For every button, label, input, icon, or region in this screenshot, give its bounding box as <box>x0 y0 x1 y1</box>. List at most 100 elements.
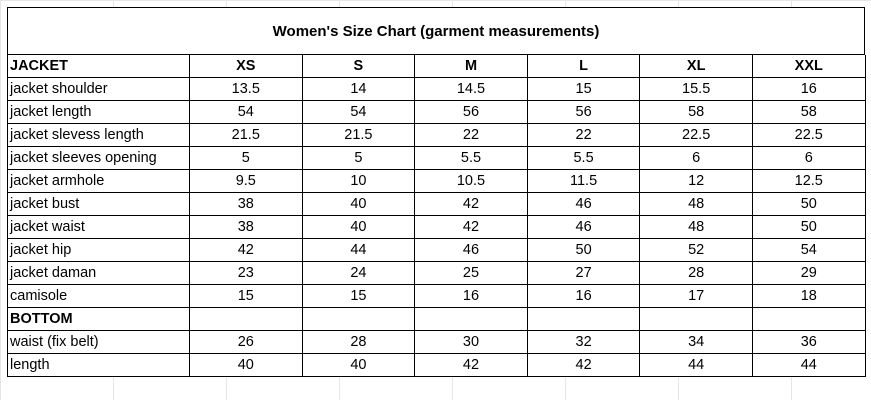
measurement-value: 38 <box>189 215 303 239</box>
size-header: XL <box>639 55 753 78</box>
size-header: S <box>301 55 416 78</box>
measurement-value: 5.5 <box>526 146 641 170</box>
measurement-value: 22 <box>526 123 641 147</box>
measurement-value: 40 <box>301 215 416 239</box>
measurement-label: jacket daman <box>7 261 190 285</box>
measurement-value: 21.5 <box>189 123 303 147</box>
measurement-value: 11.5 <box>526 169 641 193</box>
empty-cell <box>301 307 416 331</box>
measurement-value: 42 <box>189 238 303 262</box>
measurement-value: 46 <box>414 238 528 262</box>
empty-cell <box>414 307 528 331</box>
measurement-label: length <box>7 353 190 377</box>
measurement-value: 16 <box>526 284 641 308</box>
measurement-value: 26 <box>189 330 303 354</box>
table-row: length 40 40 42 42 44 44 <box>7 353 866 377</box>
measurement-value: 27 <box>526 261 641 285</box>
table-row: jacket daman 23 24 25 27 28 29 <box>7 261 866 285</box>
measurement-value: 5.5 <box>414 146 528 170</box>
measurement-value: 56 <box>526 100 641 124</box>
measurement-value: 12 <box>639 169 753 193</box>
size-header: XXL <box>751 55 866 78</box>
measurement-value: 22 <box>414 123 528 147</box>
measurement-value: 6 <box>639 146 753 170</box>
measurement-value: 5 <box>301 146 416 170</box>
size-header: XS <box>189 55 303 78</box>
measurement-label: jacket hip <box>7 238 190 262</box>
table-row: jacket length 54 54 56 56 58 58 <box>7 100 866 124</box>
table-row: waist (fix belt) 26 28 30 32 34 36 <box>7 330 866 354</box>
measurement-value: 36 <box>751 330 866 354</box>
measurement-value: 42 <box>414 192 528 216</box>
table-row: camisole 15 15 16 16 17 18 <box>7 284 866 308</box>
chart-title: Women's Size Chart (garment measurements… <box>7 7 865 55</box>
measurement-value: 44 <box>639 353 753 377</box>
measurement-value: 44 <box>301 238 416 262</box>
measurement-value: 15.5 <box>639 77 753 101</box>
measurement-value: 50 <box>751 215 866 239</box>
measurement-value: 16 <box>751 77 866 101</box>
measurement-value: 30 <box>414 330 528 354</box>
table-row: jacket armhole 9.5 10 10.5 11.5 12 12.5 <box>7 169 866 193</box>
measurement-value: 52 <box>639 238 753 262</box>
section-heading-bottom: BOTTOM <box>7 307 190 331</box>
measurement-value: 56 <box>414 100 528 124</box>
measurement-value: 54 <box>751 238 866 262</box>
measurement-value: 14 <box>301 77 416 101</box>
measurement-value: 54 <box>301 100 416 124</box>
measurement-value: 50 <box>526 238 641 262</box>
measurement-value: 40 <box>301 353 416 377</box>
measurement-value: 42 <box>414 353 528 377</box>
measurement-value: 17 <box>639 284 753 308</box>
measurement-label: jacket armhole <box>7 169 190 193</box>
measurement-label: jacket bust <box>7 192 190 216</box>
measurement-value: 16 <box>414 284 528 308</box>
measurement-value: 14.5 <box>414 77 528 101</box>
measurement-value: 28 <box>301 330 416 354</box>
measurement-value: 58 <box>639 100 753 124</box>
measurement-value: 42 <box>526 353 641 377</box>
section-heading-jacket: JACKET <box>7 55 190 78</box>
measurement-value: 15 <box>526 77 641 101</box>
table-row: jacket slevess length 21.5 21.5 22 22 22.5 22.… <box>7 123 866 147</box>
table-row: jacket waist 38 40 42 46 48 50 <box>7 215 866 239</box>
measurement-value: 32 <box>526 330 641 354</box>
measurement-value: 46 <box>526 192 641 216</box>
measurement-value: 38 <box>189 192 303 216</box>
measurement-value: 22.5 <box>751 123 866 147</box>
measurement-value: 54 <box>189 100 303 124</box>
measurement-value: 48 <box>639 192 753 216</box>
measurement-label: jacket shoulder <box>7 77 190 101</box>
measurement-value: 9.5 <box>189 169 303 193</box>
measurement-value: 34 <box>639 330 753 354</box>
measurement-value: 40 <box>301 192 416 216</box>
measurement-value: 21.5 <box>301 123 416 147</box>
table-row: jacket bust 38 40 42 46 48 50 <box>7 192 866 216</box>
measurement-value: 42 <box>414 215 528 239</box>
measurement-label: jacket slevess length <box>7 123 190 147</box>
measurement-value: 58 <box>751 100 866 124</box>
measurement-value: 13.5 <box>189 77 303 101</box>
measurement-value: 5 <box>189 146 303 170</box>
measurement-value: 6 <box>751 146 866 170</box>
size-table: JACKET XS S M L XL XXL jacket shoulder 13… <box>7 55 866 377</box>
measurement-value: 10.5 <box>414 169 528 193</box>
measurement-value: 44 <box>751 353 866 377</box>
size-header: M <box>414 55 528 78</box>
measurement-value: 12.5 <box>751 169 866 193</box>
measurement-label: waist (fix belt) <box>7 330 190 354</box>
measurement-value: 15 <box>189 284 303 308</box>
empty-cell <box>639 307 753 331</box>
table-row: jacket sleeves opening 5 5 5.5 5.5 6 6 <box>7 146 866 170</box>
measurement-value: 48 <box>639 215 753 239</box>
table-row: jacket shoulder 13.5 14 14.5 15 15.5 16 <box>7 77 866 101</box>
table-body: JACKET XS S M L XL XXL jacket shoulder 13… <box>7 55 866 377</box>
measurement-label: jacket sleeves opening <box>7 146 190 170</box>
measurement-label: jacket length <box>7 100 190 124</box>
size-chart: Women's Size Chart (garment measurements… <box>7 7 866 377</box>
size-header: L <box>526 55 641 78</box>
empty-cell <box>526 307 641 331</box>
measurement-value: 22.5 <box>639 123 753 147</box>
empty-cell <box>751 307 866 331</box>
table-row: jacket hip 42 44 46 50 52 54 <box>7 238 866 262</box>
